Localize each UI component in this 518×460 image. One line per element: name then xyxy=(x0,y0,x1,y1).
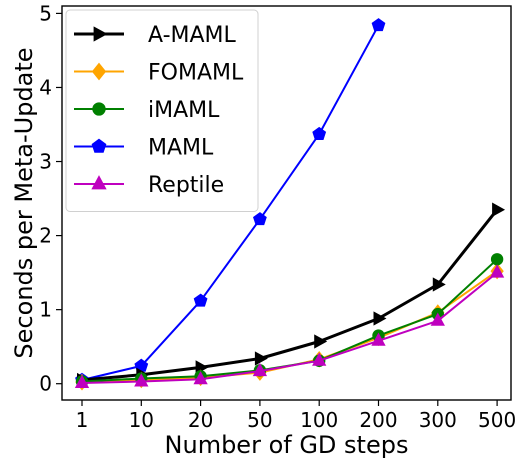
legend-label: A-MAML xyxy=(148,23,237,48)
data-point-reptile xyxy=(371,332,386,346)
series-layer xyxy=(74,18,506,391)
series-reptile xyxy=(74,264,505,388)
legend-marker-a-maml xyxy=(93,26,108,42)
legend: A-MAML FOMAML iMAML MAML Reptile xyxy=(65,9,259,212)
data-point-imaml xyxy=(490,253,504,266)
x-tick-label: 200 xyxy=(359,408,397,432)
x-tick-label: 100 xyxy=(300,408,338,432)
data-point-reptile xyxy=(134,373,149,387)
x-axis-label: Number of GD steps xyxy=(165,431,409,459)
data-point-a-maml xyxy=(254,351,268,366)
legend-marker-fomaml xyxy=(91,62,107,81)
y-tick-label: 1 xyxy=(39,298,52,322)
series-maml xyxy=(75,18,386,386)
y-tick-label: 4 xyxy=(39,75,52,99)
series-line-maml xyxy=(81,24,380,381)
y-axis-label: Seconds per Meta-Update xyxy=(10,47,38,358)
y-tick-label: 3 xyxy=(39,150,52,174)
data-point-reptile xyxy=(74,374,90,388)
data-point-maml xyxy=(371,18,386,32)
data-point-maml xyxy=(253,212,267,226)
legend-box xyxy=(65,9,259,212)
x-tick-label: 20 xyxy=(188,408,213,432)
data-point-maml xyxy=(193,293,208,307)
series-line-reptile xyxy=(81,271,498,384)
x-tick-label: 300 xyxy=(419,408,457,432)
legend-label: FOMAML xyxy=(148,61,244,86)
data-point-maml xyxy=(312,126,327,140)
data-point-a-maml xyxy=(373,311,387,326)
y-tick-label: 2 xyxy=(39,224,52,248)
data-point-a-maml xyxy=(432,277,446,292)
legend-marker-reptile xyxy=(91,175,107,190)
legend-label: Reptile xyxy=(148,173,224,198)
x-tick-label: 50 xyxy=(247,408,272,432)
legend-item-reptile: Reptile xyxy=(74,173,224,198)
legend-label: iMAML xyxy=(148,98,220,123)
data-point-reptile xyxy=(193,371,208,385)
x-tick-label: 500 xyxy=(478,408,516,432)
y-tick-label: 5 xyxy=(39,1,52,25)
data-point-reptile xyxy=(489,264,505,278)
legend-label: MAML xyxy=(148,136,214,161)
y-tick-label: 0 xyxy=(39,372,52,396)
legend-item-a-maml: A-MAML xyxy=(74,23,237,48)
legend-item-maml: MAML xyxy=(74,136,214,161)
x-tick-label: 1 xyxy=(76,408,89,432)
data-point-reptile xyxy=(430,312,445,326)
legend-marker-imaml xyxy=(92,102,106,116)
data-point-reptile xyxy=(312,352,327,366)
legend-marker-maml xyxy=(91,138,107,153)
data-point-a-maml xyxy=(314,334,328,349)
legend-item-imaml: iMAML xyxy=(74,98,220,123)
plot-frame xyxy=(61,5,512,401)
x-tick-label: 10 xyxy=(129,408,154,432)
legend-item-fomaml: FOMAML xyxy=(74,61,244,86)
series-line-a-maml xyxy=(81,208,499,382)
data-point-reptile xyxy=(252,362,268,377)
data-point-a-maml xyxy=(492,202,506,217)
